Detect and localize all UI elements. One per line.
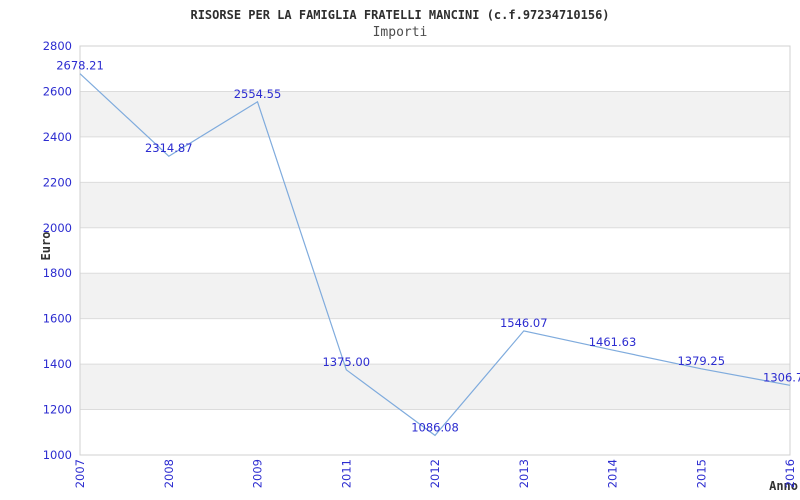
plot-band bbox=[80, 182, 790, 228]
y-tick-label: 1800 bbox=[43, 266, 72, 280]
plot-band bbox=[80, 273, 790, 319]
data-label: 1375.00 bbox=[322, 355, 370, 369]
x-tick-label: 2008 bbox=[162, 459, 176, 488]
data-line bbox=[79, 73, 791, 437]
y-tick-label: 2800 bbox=[43, 39, 72, 53]
plot-band bbox=[80, 364, 790, 410]
x-tick-label: 2013 bbox=[517, 459, 531, 488]
data-label: 2314.87 bbox=[145, 141, 193, 155]
x-tick-label: 2015 bbox=[694, 459, 708, 488]
data-label: 2554.55 bbox=[234, 87, 282, 101]
chart-subtitle: Importi bbox=[372, 25, 428, 40]
data-label: 1546.07 bbox=[500, 316, 548, 330]
data-label: 1461.63 bbox=[589, 335, 637, 349]
plot-band bbox=[80, 91, 790, 137]
x-tick-label: 2014 bbox=[606, 459, 620, 488]
chart-title: RISORSE PER LA FAMIGLIA FRATELLI MANCINI… bbox=[190, 8, 610, 22]
data-label: 1306.7 bbox=[763, 370, 800, 384]
x-tick-label: 2011 bbox=[339, 459, 353, 488]
x-tick-label: 2009 bbox=[251, 459, 265, 488]
x-tick-label: 2007 bbox=[73, 459, 87, 488]
y-tick-label: 1600 bbox=[43, 312, 72, 326]
y-tick-label: 1400 bbox=[43, 357, 72, 371]
x-tick-label: 2012 bbox=[428, 459, 442, 488]
x-tick-label: 2016 bbox=[783, 459, 797, 488]
y-tick-label: 2400 bbox=[43, 130, 72, 144]
data-label: 1379.25 bbox=[677, 354, 725, 368]
x-axis-title: Anno bbox=[769, 479, 798, 493]
y-tick-label: 1000 bbox=[43, 448, 72, 462]
data-label: 1086.08 bbox=[411, 420, 459, 434]
plot-border bbox=[79, 45, 791, 456]
y-tick-label: 1200 bbox=[43, 403, 72, 417]
y-tick-label: 2600 bbox=[43, 84, 72, 98]
y-tick-label: 2000 bbox=[43, 221, 72, 235]
y-tick-label: 2200 bbox=[43, 175, 72, 189]
data-label: 2678.21 bbox=[56, 59, 104, 73]
